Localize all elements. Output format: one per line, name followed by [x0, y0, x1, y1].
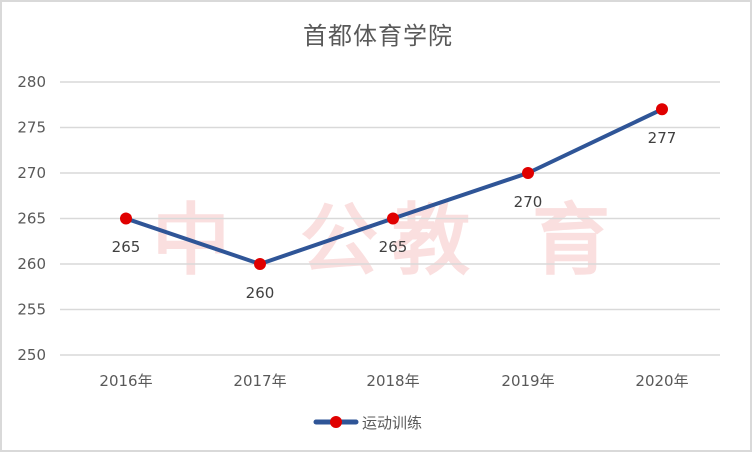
- y-tick-label: 275: [17, 119, 46, 137]
- y-tick-label: 280: [17, 73, 46, 91]
- data-point-marker: [120, 212, 132, 225]
- y-tick-label: 260: [17, 255, 46, 273]
- data-label: 270: [514, 193, 543, 211]
- legend: 运动训练: [313, 414, 422, 432]
- watermark-char: 公: [300, 196, 378, 286]
- series-markers: [120, 103, 668, 270]
- y-tick-label: 270: [17, 164, 46, 182]
- watermark-char: 育: [532, 196, 610, 286]
- y-tick-label: 265: [17, 210, 46, 228]
- data-point-marker: [254, 258, 266, 270]
- y-axis: 280 275 270 265 260 255 250: [17, 73, 46, 364]
- data-labels: 265 260 265 270 277: [112, 129, 677, 302]
- x-tick-label: 2018年: [366, 372, 419, 390]
- data-point-marker: [387, 212, 399, 225]
- legend-marker-icon: [330, 416, 342, 428]
- x-axis: 2016年 2017年 2018年 2019年 2020年: [99, 372, 688, 390]
- y-tick-label: 255: [17, 301, 46, 319]
- x-tick-label: 2020年: [635, 372, 688, 390]
- watermark-char: 教: [392, 196, 470, 286]
- legend-label: 运动训练: [362, 414, 422, 432]
- data-label: 265: [379, 238, 408, 256]
- data-label: 260: [246, 284, 275, 302]
- data-point-marker: [522, 167, 534, 179]
- chart-title: 首都体育学院: [303, 22, 453, 50]
- data-label: 277: [648, 129, 677, 147]
- gridlines: [60, 81, 720, 356]
- y-tick-label: 250: [17, 346, 46, 364]
- x-tick-label: 2017年: [233, 372, 286, 390]
- x-tick-label: 2019年: [501, 372, 554, 390]
- data-label: 265: [112, 238, 141, 256]
- data-point-marker: [656, 103, 668, 116]
- x-tick-label: 2016年: [99, 372, 152, 390]
